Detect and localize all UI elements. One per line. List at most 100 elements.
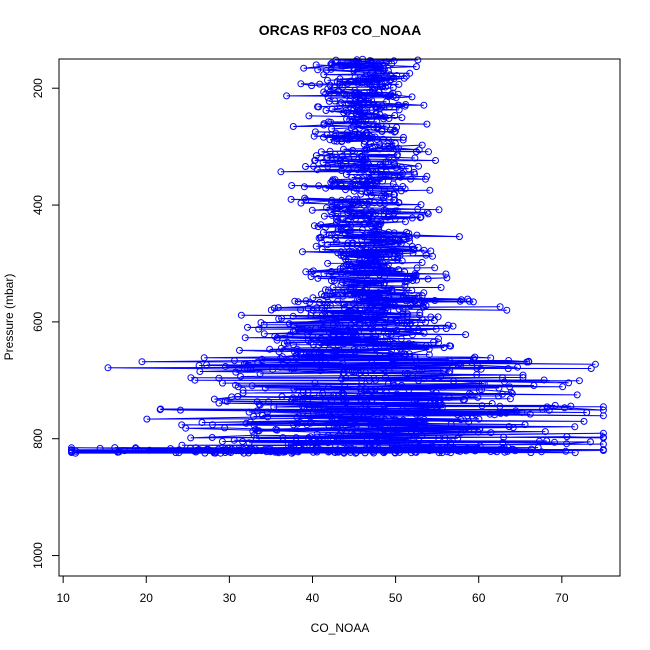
data-point bbox=[343, 115, 351, 123]
data-point bbox=[412, 410, 420, 418]
data-point bbox=[351, 282, 359, 290]
data-point bbox=[390, 381, 398, 389]
data-point bbox=[506, 395, 514, 403]
data-point bbox=[439, 383, 447, 391]
data-point bbox=[300, 64, 308, 72]
data-point bbox=[399, 392, 406, 400]
y-tick-label: 800 bbox=[31, 428, 45, 448]
y-tick-label: 200 bbox=[31, 78, 45, 98]
data-point bbox=[328, 203, 336, 211]
data-point bbox=[399, 136, 407, 144]
data-point bbox=[457, 429, 465, 437]
data-point bbox=[368, 242, 375, 250]
data-point bbox=[450, 377, 458, 385]
data-point bbox=[330, 436, 338, 444]
data-point bbox=[372, 297, 380, 304]
data-point bbox=[431, 297, 439, 304]
data-point bbox=[328, 177, 336, 185]
data-point bbox=[415, 366, 423, 374]
data-point bbox=[307, 273, 315, 281]
data-point bbox=[315, 103, 323, 111]
data-point bbox=[437, 284, 445, 291]
data-point bbox=[417, 213, 425, 221]
data-point bbox=[330, 321, 337, 329]
data-point bbox=[521, 421, 529, 429]
data-point bbox=[386, 435, 393, 443]
data-point bbox=[378, 409, 386, 417]
data-point bbox=[471, 447, 479, 455]
data-point bbox=[437, 372, 445, 380]
data-point bbox=[132, 444, 140, 452]
data-point bbox=[423, 120, 431, 128]
data-point bbox=[352, 215, 360, 223]
data-point bbox=[362, 280, 370, 288]
data-point bbox=[355, 370, 363, 377]
data-point bbox=[355, 321, 363, 329]
data-point bbox=[68, 449, 75, 456]
data-point bbox=[339, 62, 347, 70]
data-point bbox=[333, 219, 340, 227]
data-point bbox=[338, 162, 345, 169]
data-point bbox=[307, 268, 315, 276]
data-point bbox=[367, 421, 375, 429]
data-point bbox=[332, 153, 340, 161]
data-point bbox=[338, 196, 346, 204]
data-point bbox=[345, 207, 353, 215]
data-point bbox=[269, 366, 277, 373]
data-point bbox=[424, 275, 432, 283]
data-point bbox=[306, 327, 314, 334]
data-point bbox=[387, 91, 395, 99]
data-point bbox=[527, 445, 535, 453]
data-point bbox=[386, 316, 394, 324]
x-tick-label: 20 bbox=[140, 591, 154, 605]
data-point bbox=[409, 372, 417, 379]
data-point bbox=[465, 426, 473, 434]
data-point bbox=[469, 355, 477, 363]
data-point bbox=[289, 123, 297, 130]
data-point bbox=[362, 369, 370, 377]
data-point bbox=[380, 68, 387, 75]
data-point bbox=[314, 66, 322, 74]
data-point bbox=[445, 393, 453, 401]
data-point bbox=[383, 98, 390, 106]
data-point bbox=[348, 429, 356, 437]
data-point bbox=[438, 449, 446, 457]
data-point bbox=[320, 270, 328, 278]
data-point bbox=[359, 163, 367, 171]
data-point bbox=[473, 361, 481, 369]
data-point bbox=[374, 415, 381, 423]
data-point bbox=[346, 351, 354, 358]
data-point bbox=[367, 192, 375, 200]
data-point bbox=[384, 330, 392, 338]
data-point bbox=[338, 289, 346, 297]
data-point bbox=[305, 112, 313, 120]
data-point bbox=[379, 177, 386, 185]
data-point bbox=[375, 226, 383, 233]
data-point bbox=[409, 341, 417, 348]
data-point bbox=[370, 374, 378, 382]
data-point bbox=[350, 67, 358, 75]
data-point bbox=[241, 334, 249, 342]
data-point bbox=[289, 341, 297, 349]
data-point bbox=[359, 166, 367, 174]
data-point bbox=[469, 298, 477, 306]
data-point bbox=[407, 175, 415, 183]
data-point bbox=[438, 401, 446, 409]
data-point bbox=[377, 266, 385, 274]
data-point bbox=[288, 182, 296, 189]
data-point bbox=[381, 272, 388, 280]
data-point bbox=[265, 398, 272, 406]
data-point bbox=[312, 324, 320, 332]
data-point bbox=[340, 369, 348, 377]
data-point bbox=[334, 434, 342, 442]
data-point bbox=[348, 183, 356, 191]
data-point bbox=[347, 222, 355, 230]
data-point bbox=[320, 88, 328, 96]
data-point bbox=[319, 316, 327, 324]
data-point bbox=[364, 407, 372, 414]
data-point bbox=[394, 144, 402, 152]
data-point bbox=[327, 60, 335, 68]
data-point bbox=[342, 255, 350, 263]
data-point bbox=[244, 447, 252, 455]
data-point bbox=[319, 438, 327, 446]
